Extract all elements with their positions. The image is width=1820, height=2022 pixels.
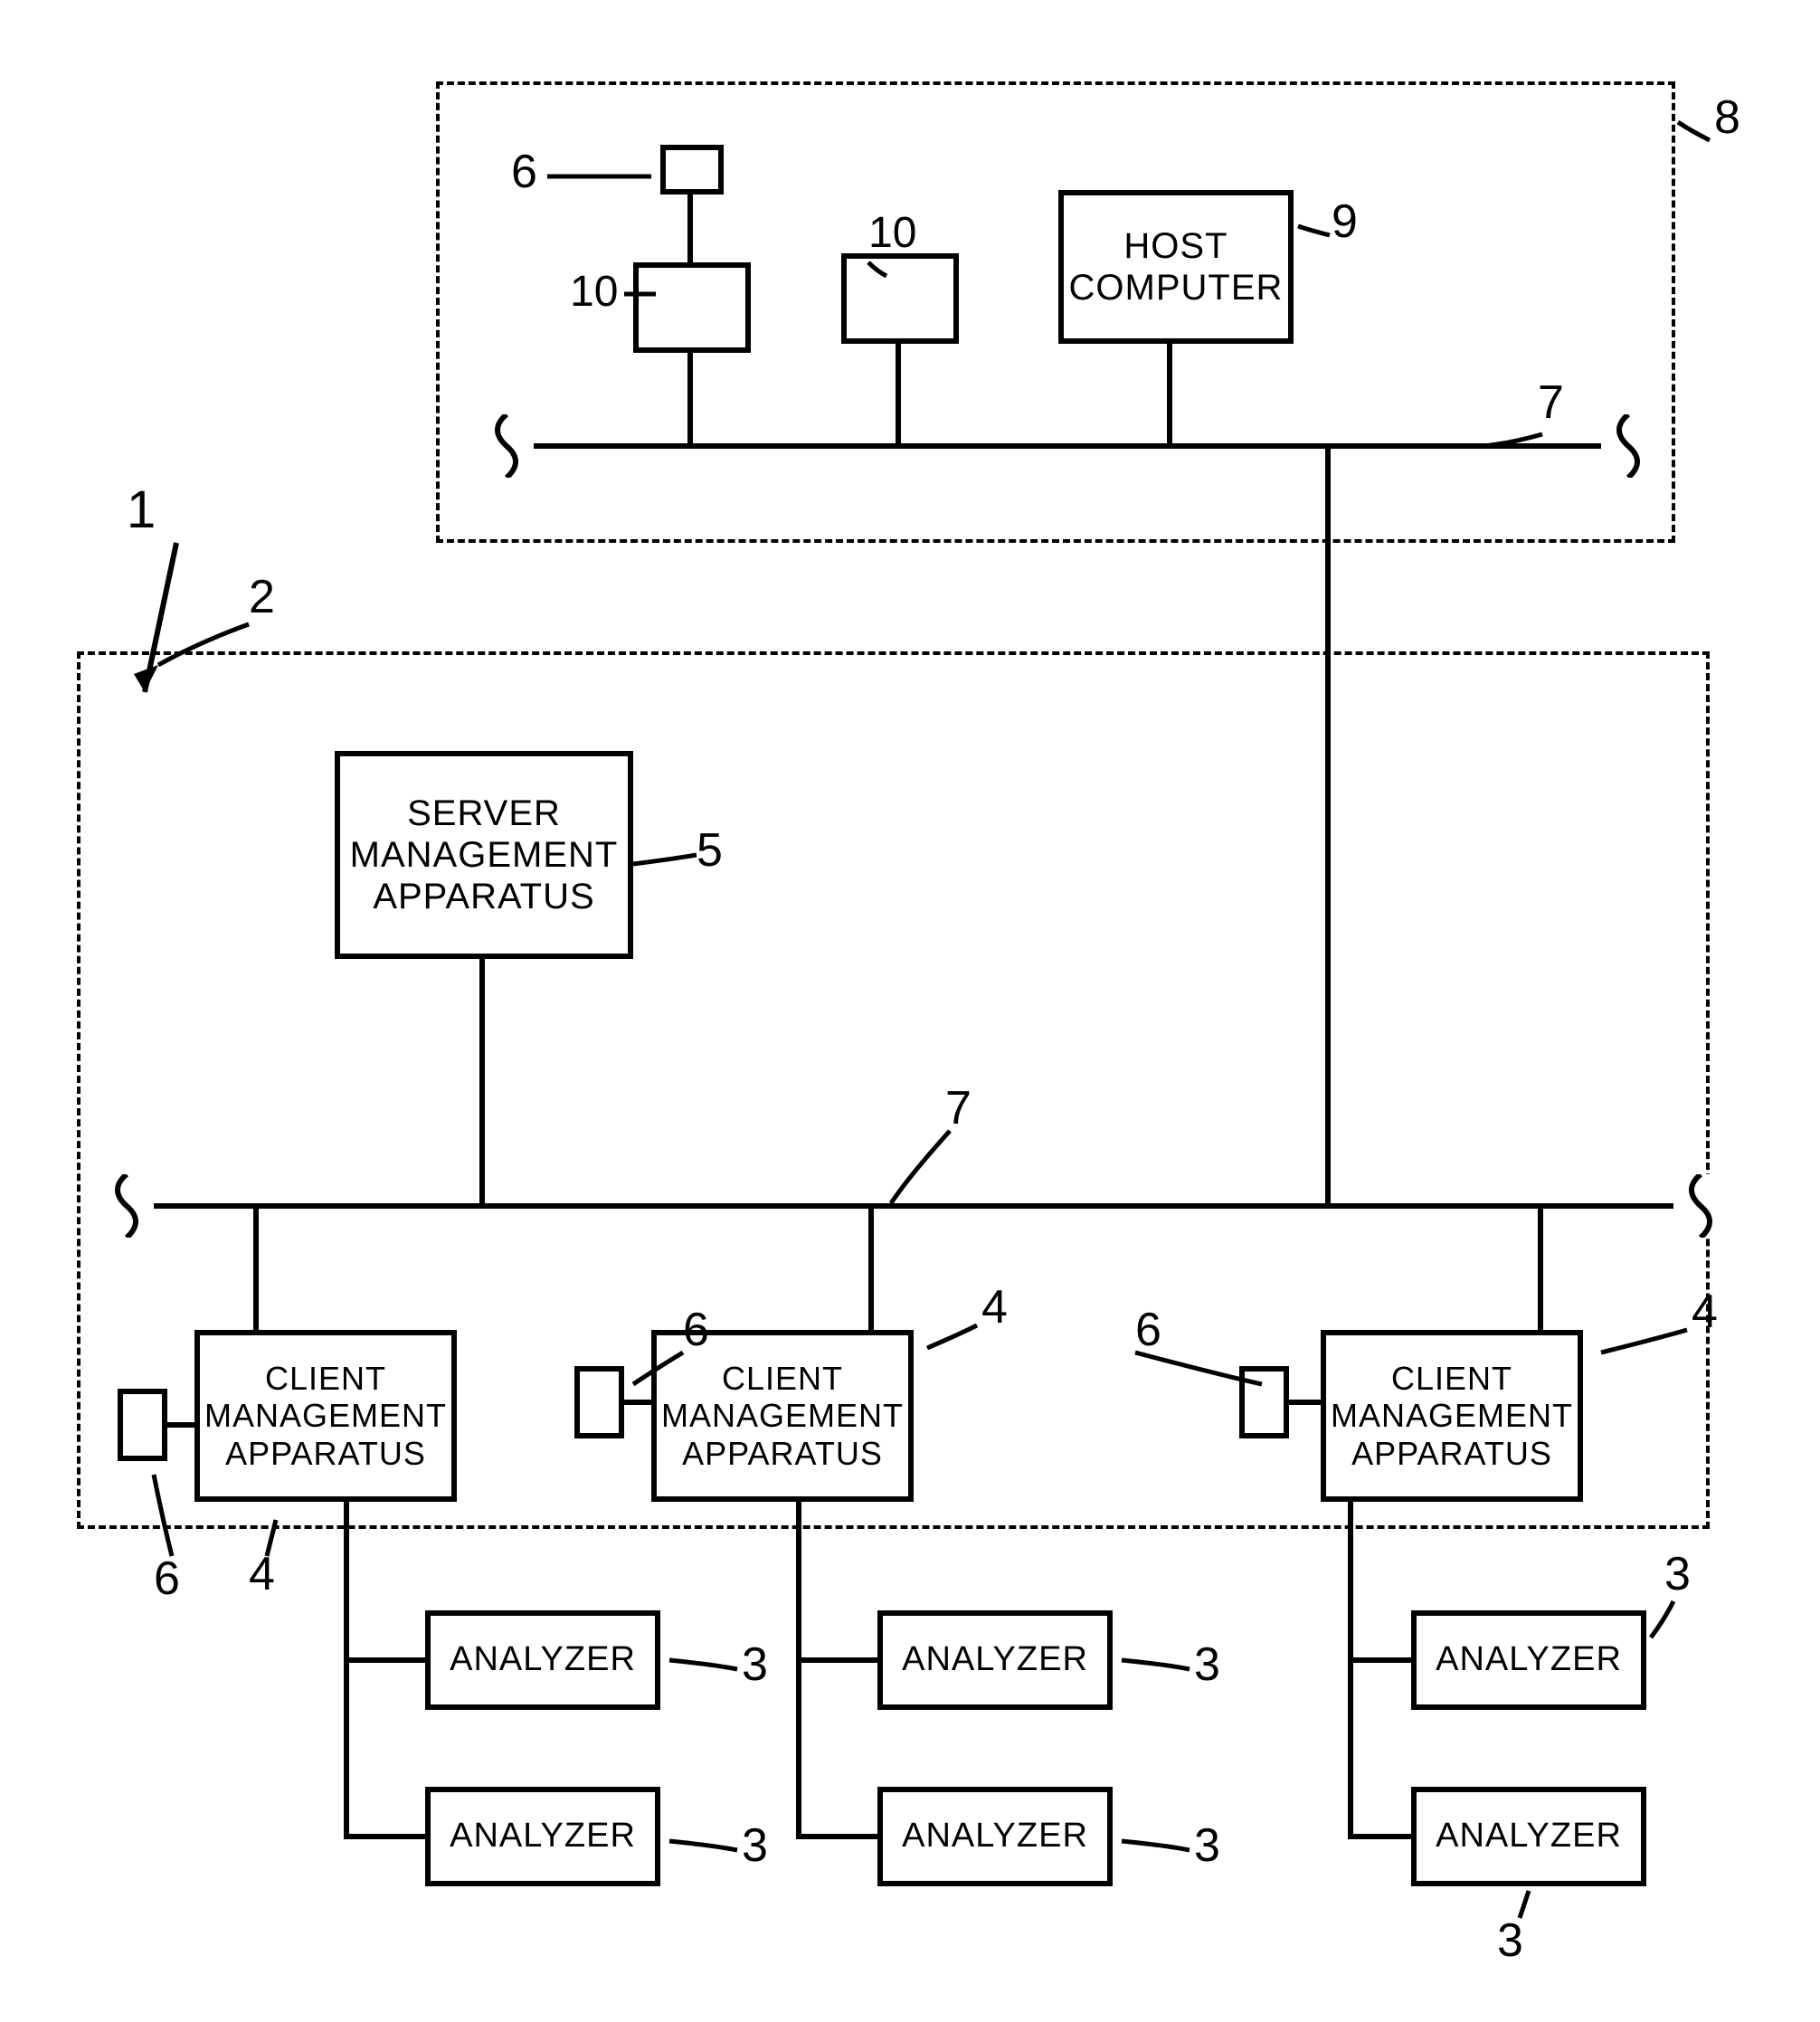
label-3b: 3 xyxy=(742,1818,768,1873)
node-client1-label: CLIENTMANAGEMENTAPPARATUS xyxy=(204,1360,447,1472)
conn-chip2-client2 xyxy=(624,1400,651,1405)
bus-bottom-break-left xyxy=(100,1174,154,1238)
label-3c: 3 xyxy=(1194,1638,1220,1692)
conn-an3a-h xyxy=(1351,1657,1414,1663)
label-8: 8 xyxy=(1714,90,1740,145)
bus-top-break-left xyxy=(479,414,534,478)
label-3d: 3 xyxy=(1194,1818,1220,1873)
node-an1b-label: ANALYZER xyxy=(450,1817,636,1856)
node-server-label: SERVERMANAGEMENTAPPARATUS xyxy=(350,793,619,917)
node-chip1 xyxy=(118,1389,167,1461)
label-9: 9 xyxy=(1332,195,1358,249)
node-dev10a xyxy=(633,262,751,353)
diagram-canvas: HOSTCOMPUTER SERVERMANAGEMENTAPPARATUS C… xyxy=(0,0,1820,2022)
conn-6-10a xyxy=(687,195,693,262)
conn-10b-bus xyxy=(896,344,901,443)
node-dev10b xyxy=(841,253,959,344)
bus-bottom-break-right xyxy=(1673,1174,1728,1238)
conn-an3b-h xyxy=(1351,1834,1414,1839)
conn-client3-down xyxy=(1348,1502,1353,1839)
label-3e: 3 xyxy=(1664,1547,1691,1601)
node-client3: CLIENTMANAGEMENTAPPARATUS xyxy=(1321,1330,1583,1502)
node-an2b: ANALYZER xyxy=(877,1787,1113,1886)
bus-top-break-right xyxy=(1601,414,1655,478)
label-7a: 7 xyxy=(1538,375,1564,430)
label-1: 1 xyxy=(127,479,156,540)
label-2: 2 xyxy=(249,570,275,624)
bus-bottom xyxy=(127,1203,1692,1209)
label-10a: 10 xyxy=(570,267,618,317)
region-8 xyxy=(436,81,1675,543)
node-an3b-label: ANALYZER xyxy=(1436,1817,1622,1856)
conn-host-bus xyxy=(1167,344,1172,443)
node-server: SERVERMANAGEMENTAPPARATUS xyxy=(335,751,633,959)
conn-client2-down xyxy=(796,1502,801,1839)
node-chip3 xyxy=(1239,1366,1289,1438)
conn-an2a-h xyxy=(799,1657,880,1663)
node-an1b: ANALYZER xyxy=(425,1787,660,1886)
node-an3a: ANALYZER xyxy=(1411,1610,1646,1710)
node-client2-label: CLIENTMANAGEMENTAPPARATUS xyxy=(661,1360,904,1472)
conn-server-bus xyxy=(479,959,485,1206)
node-an2a-label: ANALYZER xyxy=(902,1640,1088,1680)
node-host-label: HOSTCOMPUTER xyxy=(1069,225,1284,309)
node-dev6top xyxy=(660,145,724,195)
conn-chip1-client1 xyxy=(167,1422,194,1428)
conn-client2-bus xyxy=(868,1206,874,1333)
conn-10a-bus xyxy=(687,353,693,443)
bus-top xyxy=(507,443,1619,449)
conn-chip3-client3 xyxy=(1289,1400,1321,1405)
label-6b: 6 xyxy=(154,1552,180,1606)
label-3f: 3 xyxy=(1497,1913,1523,1968)
label-6c: 6 xyxy=(683,1303,709,1357)
conn-client3-bus xyxy=(1538,1206,1543,1333)
node-an2a: ANALYZER xyxy=(877,1610,1113,1710)
label-6d: 6 xyxy=(1135,1303,1161,1357)
label-6a: 6 xyxy=(511,145,537,199)
conn-an1b-h xyxy=(346,1834,428,1839)
node-an3a-label: ANALYZER xyxy=(1436,1640,1622,1680)
conn-bus-to-bus xyxy=(1325,443,1331,1206)
node-an1a-label: ANALYZER xyxy=(450,1640,636,1680)
node-an1a: ANALYZER xyxy=(425,1610,660,1710)
node-chip2 xyxy=(574,1366,624,1438)
label-4a: 4 xyxy=(249,1547,275,1601)
label-10b: 10 xyxy=(868,208,916,258)
conn-an2b-h xyxy=(799,1834,880,1839)
conn-client1-down xyxy=(344,1502,349,1839)
label-4c: 4 xyxy=(1692,1285,1718,1339)
conn-an1a-h xyxy=(346,1657,428,1663)
label-5: 5 xyxy=(697,823,723,878)
node-an2b-label: ANALYZER xyxy=(902,1817,1088,1856)
node-client3-label: CLIENTMANAGEMENTAPPARATUS xyxy=(1331,1360,1573,1472)
conn-client1-bus xyxy=(253,1206,259,1333)
label-4b: 4 xyxy=(981,1280,1008,1334)
node-host: HOSTCOMPUTER xyxy=(1058,190,1294,344)
node-an3b: ANALYZER xyxy=(1411,1787,1646,1886)
label-3a: 3 xyxy=(742,1638,768,1692)
node-client1: CLIENTMANAGEMENTAPPARATUS xyxy=(194,1330,457,1502)
label-7b: 7 xyxy=(945,1081,972,1135)
